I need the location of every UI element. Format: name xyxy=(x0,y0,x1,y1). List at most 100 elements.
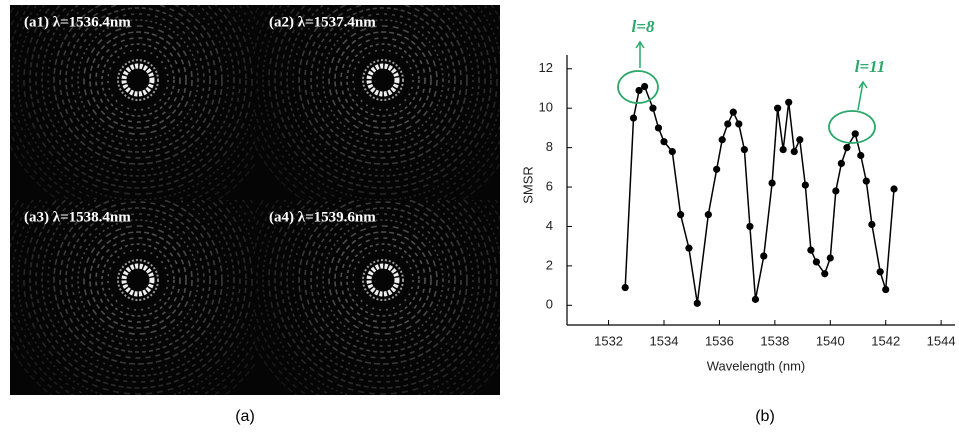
speckle-ring xyxy=(41,200,235,377)
x-axis-label: Wavelength (nm) xyxy=(707,358,806,373)
speckle-ring xyxy=(65,7,211,153)
data-point xyxy=(876,268,884,276)
data-point xyxy=(760,252,768,260)
data-point xyxy=(807,246,815,254)
speckle-ring xyxy=(304,201,462,359)
speckle-ring xyxy=(340,237,426,323)
core-ring xyxy=(121,263,155,297)
data-point xyxy=(704,211,712,219)
speckle-ring xyxy=(59,201,217,359)
speckle-ring xyxy=(298,200,468,365)
speckle-ring xyxy=(310,207,456,353)
data-point xyxy=(718,136,726,144)
y-tick-label: 4 xyxy=(546,218,553,233)
speckle-ring xyxy=(274,200,492,389)
arrow-head xyxy=(858,80,868,89)
image-label: (a4) λ=1539.6nm xyxy=(269,209,376,225)
speckle-ring xyxy=(268,200,498,395)
data-point xyxy=(812,258,821,266)
speckle-ring xyxy=(77,219,199,341)
data-point xyxy=(890,185,898,193)
speckle-ring xyxy=(47,200,229,371)
data-point xyxy=(641,82,649,91)
data-point xyxy=(843,144,851,152)
speckle-ring xyxy=(23,200,253,395)
speckle-ring xyxy=(286,200,480,377)
core-ring xyxy=(362,259,404,301)
speckle-ring xyxy=(322,19,444,141)
speckle-ring xyxy=(352,49,414,111)
speckle-ring xyxy=(107,249,169,311)
annotation-circle xyxy=(828,110,876,144)
speckle-ring xyxy=(334,31,432,129)
data-point xyxy=(740,145,748,154)
data-point xyxy=(649,104,657,112)
speckle-ring xyxy=(346,43,420,117)
data-point xyxy=(635,86,643,95)
data-point xyxy=(868,220,876,229)
y-axis-label: SMSR xyxy=(520,166,535,204)
speckle-ring xyxy=(298,5,468,165)
y-tick-label: 6 xyxy=(546,178,553,193)
speckle-ring xyxy=(23,5,253,195)
x-tick-label: 1536 xyxy=(705,333,734,348)
speckle-ring xyxy=(280,200,486,383)
speckle-ring xyxy=(47,5,229,171)
speckle-ring xyxy=(101,243,175,317)
data-point xyxy=(851,130,859,138)
speckle-ring xyxy=(95,37,181,123)
data-point xyxy=(774,104,782,112)
data-point xyxy=(724,120,732,128)
speckle-ring xyxy=(292,5,474,171)
speckle-ring xyxy=(340,37,426,123)
speckle-ring xyxy=(101,43,175,117)
speckle-ring xyxy=(83,225,193,335)
image-label: (a2) λ=1537.4nm xyxy=(269,14,376,30)
speckle-ring xyxy=(316,213,450,347)
speckle-ring xyxy=(107,49,169,111)
speckle-ring xyxy=(316,13,450,147)
speckle-ring xyxy=(274,5,492,189)
speckle-ring xyxy=(328,25,438,135)
annotation: l=8 xyxy=(632,17,655,36)
speckle-ring xyxy=(292,200,474,371)
speckle-ring xyxy=(304,5,462,159)
speckle-ring xyxy=(352,249,414,311)
annotation: l=11 xyxy=(855,57,885,76)
speckle-ring xyxy=(65,207,211,353)
data-point xyxy=(862,177,870,185)
x-tick-label: 1542 xyxy=(871,333,900,348)
data-point xyxy=(660,138,668,146)
speckle-ring xyxy=(17,5,255,200)
speckle-ring xyxy=(89,31,187,129)
data-point xyxy=(826,254,834,262)
speckle-ring xyxy=(328,225,438,335)
x-tick-label: 1538 xyxy=(760,333,789,348)
speckle-ring xyxy=(346,243,420,317)
data-point xyxy=(729,108,737,116)
data-point xyxy=(801,181,809,189)
core-ring xyxy=(117,59,159,101)
data-point xyxy=(629,114,638,122)
speckle-ring xyxy=(95,237,181,323)
ring-image xyxy=(255,200,500,395)
speckle-ring xyxy=(17,200,255,395)
x-tick-label: 1534 xyxy=(650,333,679,348)
speckle-ring xyxy=(35,5,241,183)
data-point xyxy=(837,159,845,167)
speckle-ring xyxy=(41,5,235,177)
speckle-ring xyxy=(71,213,205,347)
speckle-ring xyxy=(83,25,193,135)
speckle-ring xyxy=(262,5,500,200)
data-point xyxy=(621,283,629,292)
image-panel xyxy=(10,5,500,395)
core-ring xyxy=(366,63,400,97)
y-tick-label: 12 xyxy=(539,60,553,75)
speckle-ring xyxy=(53,5,223,165)
annotation-arrow xyxy=(857,81,864,111)
ring-patterns xyxy=(10,5,500,395)
data-point xyxy=(654,124,663,132)
data-line xyxy=(624,85,895,304)
data-point xyxy=(832,187,840,195)
